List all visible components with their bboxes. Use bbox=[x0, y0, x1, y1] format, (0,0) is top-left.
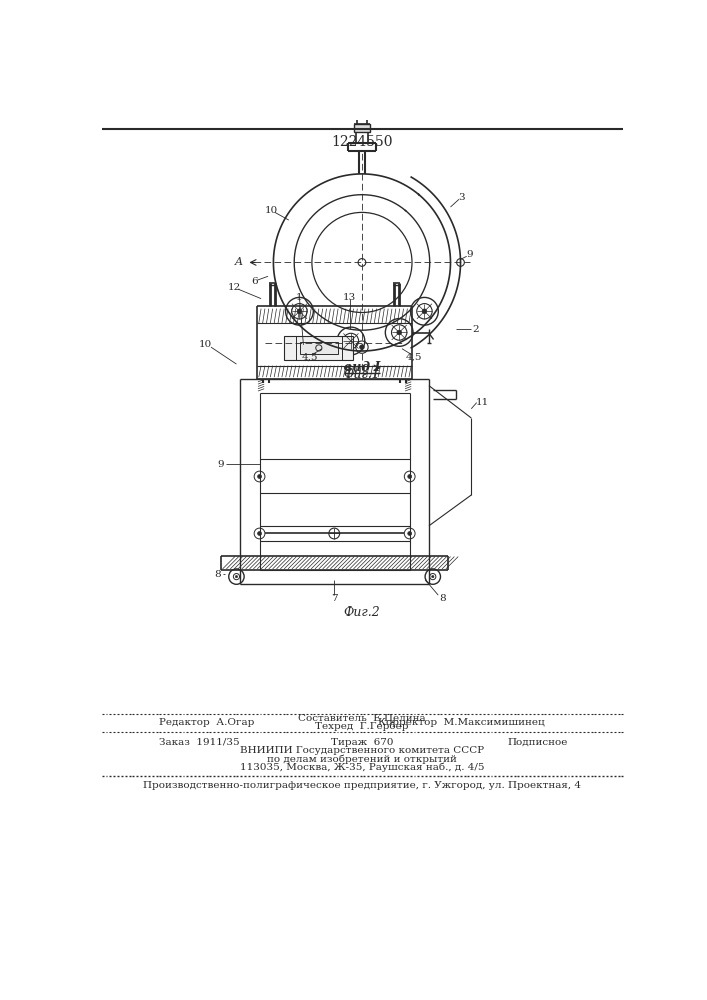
Text: 113035, Москва, Ж-35, Раушская наб., д. 4/5: 113035, Москва, Ж-35, Раушская наб., д. … bbox=[240, 763, 484, 772]
Text: 10: 10 bbox=[264, 206, 278, 215]
Text: 4,5: 4,5 bbox=[406, 353, 423, 362]
Text: Тираж  670: Тираж 670 bbox=[331, 738, 393, 747]
Text: 1: 1 bbox=[296, 293, 303, 302]
Text: 4,5: 4,5 bbox=[301, 353, 318, 362]
Text: 8: 8 bbox=[214, 570, 221, 579]
Text: 10: 10 bbox=[199, 340, 212, 349]
Circle shape bbox=[397, 330, 402, 335]
Text: по делам изобретений и открытий: по делам изобретений и открытий bbox=[267, 754, 457, 764]
Text: 2: 2 bbox=[472, 325, 479, 334]
Circle shape bbox=[360, 345, 364, 349]
Text: 8: 8 bbox=[440, 594, 446, 603]
Text: Корректор  М.Максимишинец: Корректор М.Максимишинец bbox=[378, 718, 544, 727]
Text: Техред  Г.Гербер: Техред Г.Гербер bbox=[315, 721, 409, 731]
Circle shape bbox=[257, 475, 262, 478]
Text: Фиг.1: Фиг.1 bbox=[344, 368, 380, 381]
Bar bbox=[354, 124, 370, 132]
Text: вид I: вид I bbox=[344, 361, 380, 374]
Text: 3: 3 bbox=[459, 192, 465, 202]
Circle shape bbox=[235, 575, 238, 578]
Text: Производственно-полиграфическое предприятие, г. Ужгород, ул. Проектная, 4: Производственно-полиграфическое предприя… bbox=[143, 781, 581, 790]
Text: 11: 11 bbox=[477, 398, 489, 407]
Text: Заказ  1911/35: Заказ 1911/35 bbox=[160, 738, 240, 747]
Text: A: A bbox=[235, 257, 243, 267]
Circle shape bbox=[422, 309, 427, 314]
Circle shape bbox=[297, 309, 302, 314]
Circle shape bbox=[257, 532, 262, 535]
Circle shape bbox=[349, 339, 354, 343]
Text: Подписное: Подписное bbox=[507, 738, 568, 747]
Text: 1224550: 1224550 bbox=[331, 135, 392, 149]
Text: Составитель  Е.Целина: Составитель Е.Целина bbox=[298, 713, 426, 722]
Text: ВНИИПИ Государственного комитета СССР: ВНИИПИ Государственного комитета СССР bbox=[240, 746, 484, 755]
Text: Редактор  А.Огар: Редактор А.Огар bbox=[160, 718, 255, 727]
Circle shape bbox=[408, 475, 411, 478]
Bar bbox=[284, 336, 354, 360]
Circle shape bbox=[432, 575, 434, 578]
Bar bbox=[300, 342, 338, 354]
Text: 7: 7 bbox=[331, 594, 337, 603]
Text: 13: 13 bbox=[343, 293, 356, 302]
Text: 9: 9 bbox=[218, 460, 224, 469]
Text: 9: 9 bbox=[467, 250, 473, 259]
Text: 12: 12 bbox=[228, 283, 241, 292]
Text: 6: 6 bbox=[251, 277, 257, 286]
Circle shape bbox=[408, 532, 411, 535]
Text: Фиг.2: Фиг.2 bbox=[344, 606, 380, 619]
